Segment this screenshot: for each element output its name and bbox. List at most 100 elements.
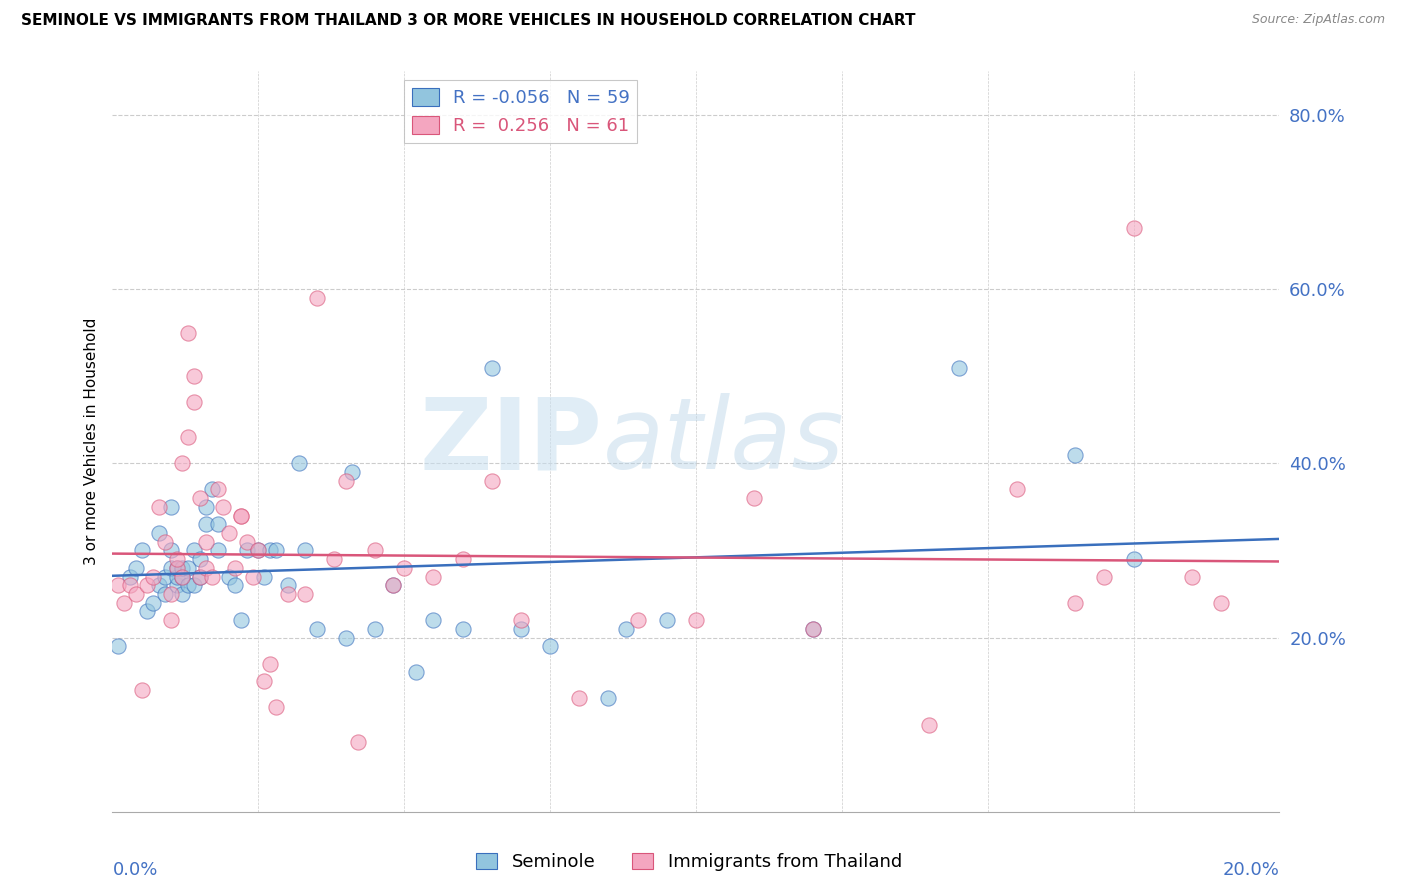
Point — [153, 587, 176, 601]
Point — [509, 613, 531, 627]
Point — [148, 578, 170, 592]
Point — [218, 569, 240, 583]
Point — [655, 613, 678, 627]
Point — [172, 569, 194, 583]
Point — [1064, 596, 1087, 610]
Point — [201, 569, 224, 583]
Point — [224, 561, 246, 575]
Point — [201, 483, 224, 497]
Point — [801, 622, 824, 636]
Point — [568, 691, 591, 706]
Point — [481, 474, 503, 488]
Point — [335, 631, 357, 645]
Point — [136, 604, 159, 618]
Point — [107, 639, 129, 653]
Point — [405, 665, 427, 680]
Point — [346, 735, 368, 749]
Text: atlas: atlas — [603, 393, 844, 490]
Point — [1181, 569, 1204, 583]
Point — [1064, 448, 1087, 462]
Text: ZIP: ZIP — [420, 393, 603, 490]
Point — [166, 561, 188, 575]
Point — [305, 291, 328, 305]
Point — [422, 569, 444, 583]
Point — [422, 613, 444, 627]
Point — [276, 587, 298, 601]
Point — [288, 456, 311, 470]
Point — [264, 543, 287, 558]
Point — [160, 587, 183, 601]
Point — [394, 561, 416, 575]
Point — [340, 465, 363, 479]
Point — [183, 543, 205, 558]
Point — [235, 543, 257, 558]
Text: 0.0%: 0.0% — [112, 861, 157, 879]
Text: SEMINOLE VS IMMIGRANTS FROM THAILAND 3 OR MORE VEHICLES IN HOUSEHOLD CORRELATION: SEMINOLE VS IMMIGRANTS FROM THAILAND 3 O… — [21, 13, 915, 29]
Point — [118, 578, 141, 592]
Point — [207, 543, 229, 558]
Point — [177, 578, 200, 592]
Point — [177, 430, 200, 444]
Legend: R = -0.056   N = 59, R =  0.256   N = 61: R = -0.056 N = 59, R = 0.256 N = 61 — [405, 80, 637, 143]
Point — [451, 622, 474, 636]
Point — [242, 569, 264, 583]
Point — [1005, 483, 1028, 497]
Point — [918, 717, 941, 731]
Point — [538, 639, 561, 653]
Point — [229, 613, 252, 627]
Point — [294, 587, 316, 601]
Point — [177, 326, 200, 340]
Point — [247, 543, 270, 558]
Point — [229, 508, 252, 523]
Point — [183, 369, 205, 384]
Point — [131, 543, 153, 558]
Point — [118, 569, 141, 583]
Point — [160, 543, 183, 558]
Point — [112, 596, 135, 610]
Point — [1209, 596, 1232, 610]
Point — [264, 700, 287, 714]
Point — [364, 543, 387, 558]
Point — [188, 569, 211, 583]
Point — [685, 613, 707, 627]
Point — [131, 682, 153, 697]
Point — [148, 500, 170, 514]
Point — [207, 483, 229, 497]
Point — [224, 578, 246, 592]
Point — [614, 622, 637, 636]
Point — [125, 587, 148, 601]
Point — [166, 552, 188, 566]
Point — [194, 534, 217, 549]
Point — [142, 596, 165, 610]
Point — [742, 491, 765, 505]
Point — [194, 561, 217, 575]
Point — [160, 500, 183, 514]
Point — [172, 561, 194, 575]
Point — [229, 508, 252, 523]
Point — [627, 613, 650, 627]
Point — [148, 526, 170, 541]
Point — [194, 517, 217, 532]
Point — [107, 578, 129, 592]
Point — [194, 500, 217, 514]
Point — [166, 561, 188, 575]
Point — [598, 691, 620, 706]
Point — [381, 578, 404, 592]
Point — [153, 534, 176, 549]
Y-axis label: 3 or more Vehicles in Household: 3 or more Vehicles in Household — [83, 318, 98, 566]
Point — [451, 552, 474, 566]
Point — [253, 674, 276, 689]
Point — [142, 569, 165, 583]
Point — [125, 561, 148, 575]
Point — [305, 622, 328, 636]
Point — [294, 543, 316, 558]
Point — [172, 587, 194, 601]
Point — [207, 517, 229, 532]
Point — [188, 569, 211, 583]
Point — [509, 622, 531, 636]
Point — [172, 569, 194, 583]
Point — [481, 360, 503, 375]
Point — [183, 395, 205, 409]
Point — [381, 578, 404, 592]
Point — [166, 569, 188, 583]
